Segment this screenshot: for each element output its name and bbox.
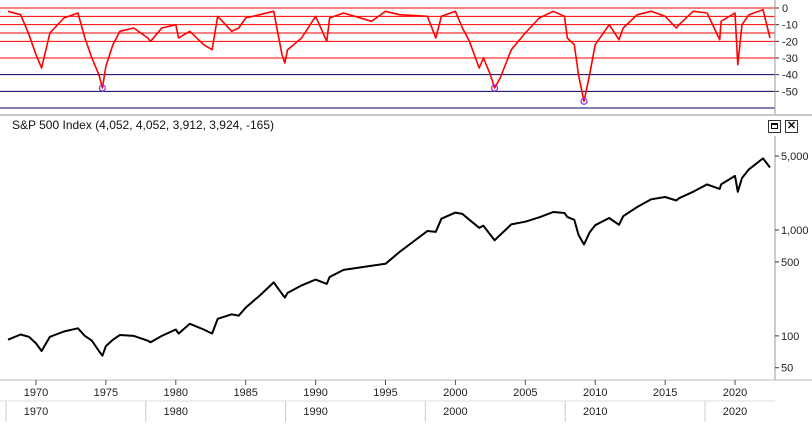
drawdown-y-tick-label: -40 xyxy=(782,70,798,82)
decade-tick-label: 1990 xyxy=(303,406,327,418)
price-chart: 5,000 1,000 500 100 50 1970 1975 1980 1985 1990 19… xyxy=(0,136,812,422)
drawdown-y-tick-label: -20 xyxy=(782,36,798,48)
maximize-icon xyxy=(771,123,778,129)
drawdown-panel: 0 -10 -20 -30 -40 -50 xyxy=(0,0,812,114)
price-x-tick-label: 1975 xyxy=(94,387,118,399)
drawdown-y-tick-label: -50 xyxy=(782,86,798,98)
drawdown-trough-marker xyxy=(98,84,106,92)
index-name: S&P 500 Index xyxy=(12,118,92,132)
drawdown-trough-marker xyxy=(490,84,499,92)
price-x-tick-label: 1990 xyxy=(303,387,327,399)
chart-title: S&P 500 Index (4,052, 4,052, 3,912, 3,92… xyxy=(12,118,274,132)
price-x-tick-label: 2000 xyxy=(443,387,467,399)
drawdown-series-line xyxy=(7,8,771,103)
price-x-tick-label: 2005 xyxy=(513,387,537,399)
maximize-button[interactable] xyxy=(768,120,781,133)
panel-divider[interactable] xyxy=(0,114,812,116)
close-icon: ✕ xyxy=(786,120,797,132)
price-y-tick-label: 50 xyxy=(781,363,793,375)
decade-tick-label: 2010 xyxy=(583,406,607,418)
drawdown-chart: 0 -10 -20 -30 -40 -50 xyxy=(0,0,798,114)
ohlc-readout: (4,052, 4,052, 3,912, 3,924, -165) xyxy=(95,118,274,132)
price-y-tick-label: 1,000 xyxy=(781,225,809,237)
drawdown-y-tick-label: -30 xyxy=(782,53,798,65)
price-panel: 5,000 1,000 500 100 50 1970 1975 1980 1985 1990 19… xyxy=(0,136,812,422)
price-y-tick-label: 500 xyxy=(781,257,799,269)
price-y-tick-label: 5,000 xyxy=(781,151,809,163)
drawdown-y-tick-label: -10 xyxy=(782,20,798,32)
close-button[interactable]: ✕ xyxy=(785,120,798,133)
drawdown-trough-marker xyxy=(580,97,588,105)
price-x-tick-label: 2010 xyxy=(583,387,607,399)
decade-tick-label: 1970 xyxy=(24,406,48,418)
price-x-tick-label: 1995 xyxy=(373,387,397,399)
drawdown-y-tick-label: 0 xyxy=(782,3,788,15)
decade-tick-label: 1980 xyxy=(164,406,188,418)
price-x-tick-label: 1980 xyxy=(164,387,188,399)
price-x-tick-label: 1970 xyxy=(24,387,48,399)
price-series-line xyxy=(7,157,771,357)
main-panel-header: S&P 500 Index (4,052, 4,052, 3,912, 3,92… xyxy=(0,116,812,136)
price-y-tick-label: 100 xyxy=(781,331,799,343)
decade-tick-label: 2020 xyxy=(723,406,747,418)
price-x-tick-label: 2015 xyxy=(653,387,677,399)
decade-tick-label: 2000 xyxy=(443,406,467,418)
price-x-tick-label: 2020 xyxy=(723,387,747,399)
price-x-tick-label: 1985 xyxy=(233,387,257,399)
